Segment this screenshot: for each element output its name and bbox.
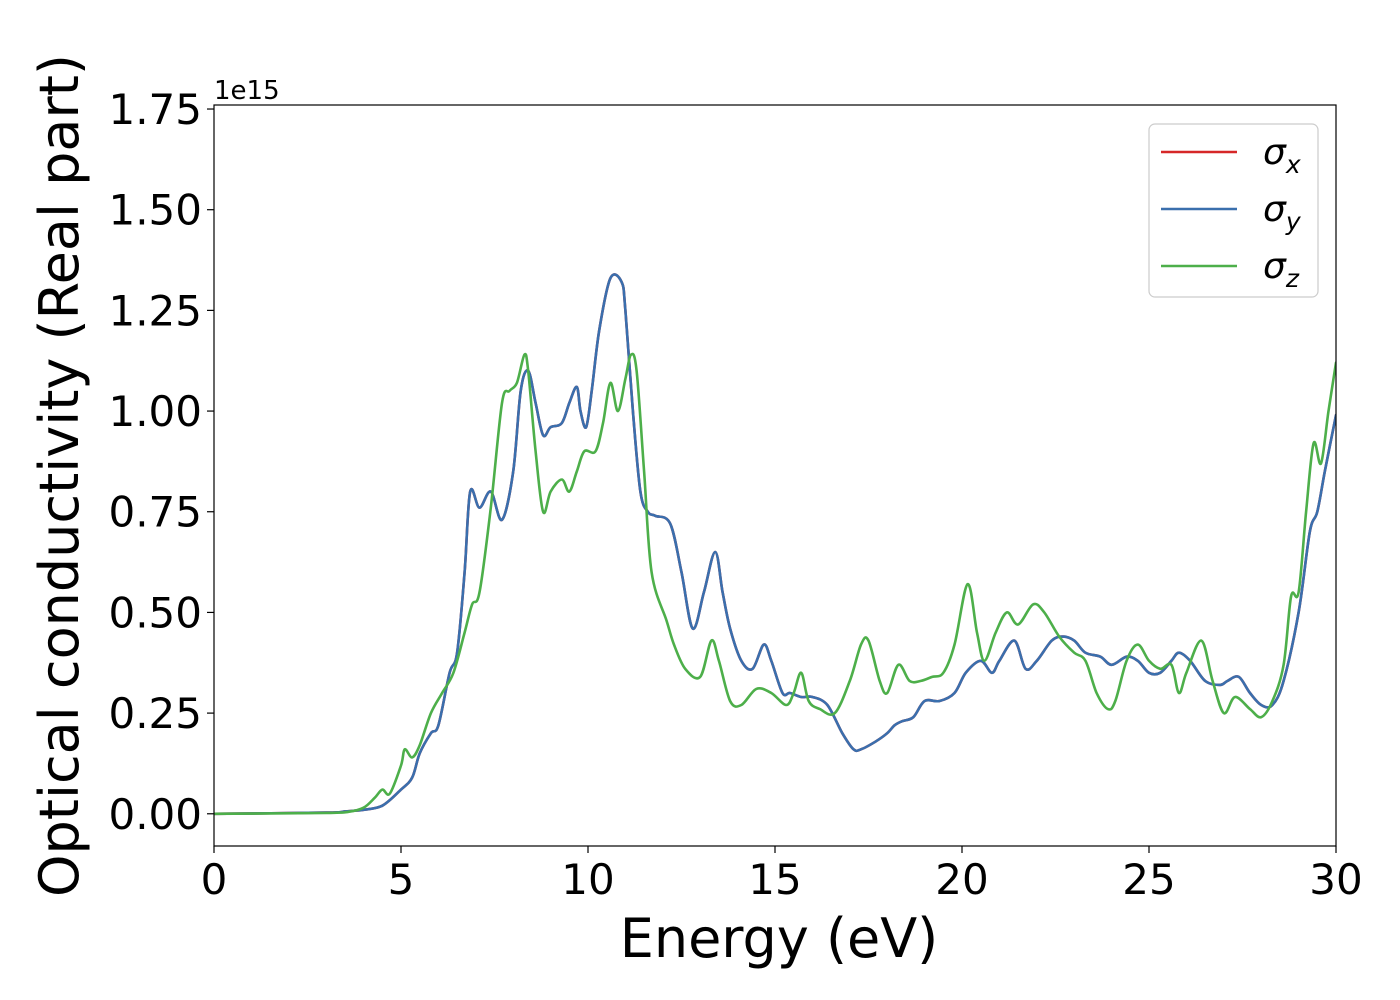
- y-tick-label: 1.00: [108, 387, 202, 436]
- legend-label-z: σz: [1263, 246, 1300, 293]
- x-tick-label: 20: [935, 855, 988, 904]
- legend: σx σy σz: [1148, 123, 1319, 298]
- x-tick-label: 5: [388, 855, 415, 904]
- y-tick-label: 0.25: [108, 689, 202, 738]
- series-layer: [214, 273, 1336, 816]
- legend-label-y: σy: [1263, 189, 1302, 236]
- y-offset-label: 1e15: [214, 76, 280, 106]
- y-tick-label: 0.00: [108, 790, 202, 839]
- y-tick-label: 0.75: [108, 488, 202, 537]
- y-tick-label: 0.50: [108, 588, 202, 637]
- x-tick-label: 25: [1122, 855, 1175, 904]
- x-tick-label: 30: [1309, 855, 1362, 904]
- x-axis-ticks: 0 5 10 15 20 25 30: [201, 846, 1363, 904]
- x-tick-label: 0: [201, 855, 228, 904]
- y-tick-label: 1.25: [108, 286, 202, 335]
- x-tick-label: 10: [561, 855, 614, 904]
- x-axis-title: Energy (eV): [620, 907, 939, 970]
- series-line-z: [214, 352, 1336, 816]
- legend-box: [1148, 123, 1319, 298]
- x-tick-label: 15: [748, 855, 801, 904]
- y-axis-ticks: 0.00 0.25 0.50 0.75 1.00 1.25 1.50 1.75: [108, 85, 214, 839]
- y-tick-label: 1.50: [108, 186, 202, 235]
- y-tick-label: 1.75: [108, 85, 202, 134]
- series-line-y: [214, 273, 1336, 816]
- y-axis-title: Optical conductivity (Real part): [28, 54, 91, 897]
- legend-label-x: σx: [1263, 132, 1301, 179]
